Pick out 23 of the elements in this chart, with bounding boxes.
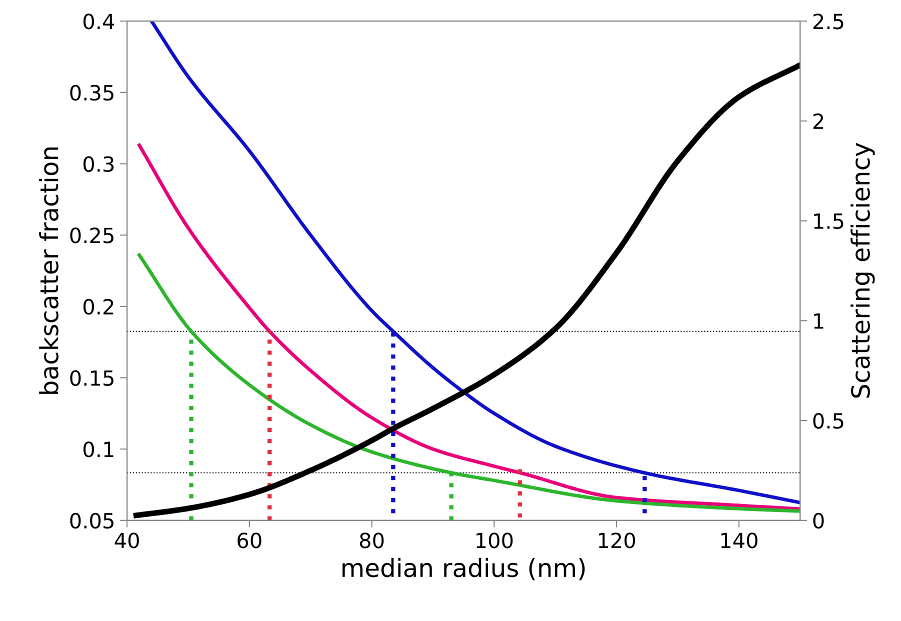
x-tick-label: 140 [721,532,758,548]
x-tick-label: 100 [476,532,513,548]
x-tick-label: 40 [114,532,139,548]
y2-tick-label: 1.5 [814,214,844,230]
y2-tick-label: 2 [813,113,824,129]
x-tick-label: 120 [598,532,636,548]
y-tick-label: 0.05 [70,512,114,529]
y-tick-label: 0.35 [70,84,114,101]
y-axis-title: backscatter fraction [39,148,58,394]
y-tick-label: 0.1 [83,442,114,458]
y2-tick-label: 1 [814,313,824,329]
y-tick-label: 0.4 [83,14,114,30]
y-tick-label: 0.2 [83,298,114,315]
y2-axis-title: Scattering efficiency [850,142,875,398]
y2-tick-label: 0.5 [813,412,844,429]
y-tick-label: 0.15 [70,370,114,386]
y2-tick-label: 0 [813,512,824,529]
x-tick-label: 80 [360,532,384,548]
y-tick-label: 0.25 [70,228,114,244]
x-tick-label: 60 [238,532,262,548]
y-tick-label: 0.3 [83,156,114,172]
x-axis-title: median radius (nm) [342,558,585,580]
y2-tick-label: 2.5 [813,14,844,30]
